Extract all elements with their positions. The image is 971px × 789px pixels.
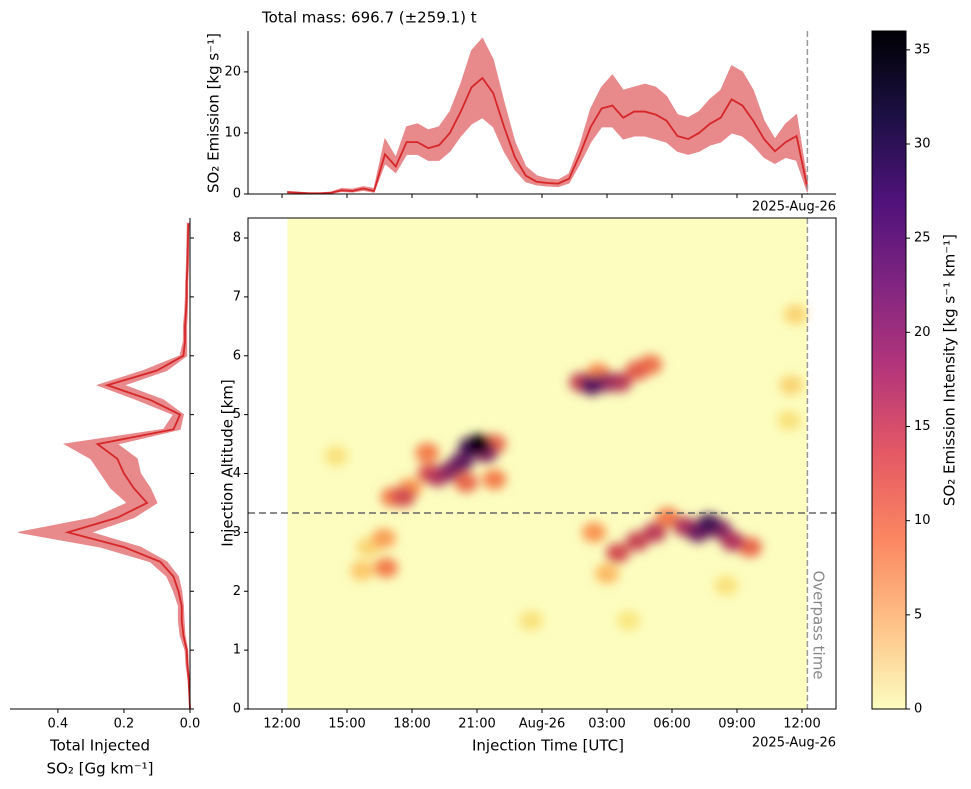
heatmap-cell xyxy=(374,557,398,578)
y-tick-label: 0 xyxy=(233,702,241,717)
colorbar-frame xyxy=(871,30,907,710)
x-tick-label: 18:00 xyxy=(393,717,430,732)
y-tick-label: 1 xyxy=(233,643,241,658)
heatmap-cell xyxy=(625,531,650,552)
heatmap-cell xyxy=(616,610,641,631)
heatmap-cell xyxy=(714,575,739,596)
heatmap-cell xyxy=(642,522,667,543)
colorbar xyxy=(872,31,906,709)
x-tick-label: Aug-26 xyxy=(519,717,566,732)
colorbar-tick-label: 0 xyxy=(914,702,922,717)
colorbar-tick-label: 30 xyxy=(914,137,931,152)
heatmap-cell xyxy=(579,375,604,396)
colorbar-tick-label: 25 xyxy=(914,231,931,246)
heatmap-cell xyxy=(371,528,396,549)
heatmap-cell xyxy=(605,542,630,563)
top-spine xyxy=(247,31,836,195)
x-tick-label: 09:00 xyxy=(718,717,755,732)
y-tick-label: 7 xyxy=(233,289,241,304)
date-label: 2025-Aug-26 xyxy=(752,736,836,751)
y-tick-label: 4 xyxy=(233,466,241,481)
x-tick-label: 03:00 xyxy=(588,717,625,732)
colorbar-tick-label: 35 xyxy=(914,42,931,57)
profile-x-tick-label: 0.4 xyxy=(48,717,69,732)
top-y-tick-label: 0 xyxy=(233,187,241,202)
top-y-tick-label: 20 xyxy=(224,64,241,79)
profile-line xyxy=(64,223,191,710)
top-y-label: SO₂ Emission [kg s⁻¹] xyxy=(205,33,223,193)
heatmap-background xyxy=(287,218,808,709)
top-y-tick-label: 10 xyxy=(224,125,241,140)
profile-x-label: SO₂ [Gg km⁻¹] xyxy=(47,760,154,778)
y-tick-label: 3 xyxy=(233,525,241,540)
x-tick-label: 15:00 xyxy=(328,717,365,732)
heatmap-cell xyxy=(482,469,507,490)
heatmap-cell xyxy=(582,522,606,543)
heatmap-cell xyxy=(519,610,544,631)
x-label: Injection Time [UTC] xyxy=(472,737,624,755)
colorbar-tick-label: 5 xyxy=(914,607,922,622)
x-tick-label: 21:00 xyxy=(458,717,495,732)
overpass-label: Overpass time xyxy=(810,570,828,679)
x-tick-label: 12:00 xyxy=(783,717,820,732)
heatmap-cell xyxy=(454,472,479,493)
profile-band xyxy=(18,222,191,710)
heatmap-cell xyxy=(324,445,349,466)
y-tick-label: 8 xyxy=(233,231,241,246)
top-date-label: 2025-Aug-26 xyxy=(752,200,836,215)
profile-x-tick-label: 0.2 xyxy=(114,717,135,732)
y-tick-label: 6 xyxy=(233,348,241,363)
profile-x-tick-label: 0.0 xyxy=(180,717,201,732)
heatmap-cell xyxy=(696,513,721,534)
y-tick-label: 5 xyxy=(233,407,241,422)
colorbar-tick-label: 20 xyxy=(914,325,931,340)
colorbar-label: SO₂ Emission Intensity [kg s⁻¹ km⁻¹] xyxy=(941,234,959,506)
heatmap-cell xyxy=(625,360,650,381)
emission-band xyxy=(286,37,808,195)
heatmap-cell xyxy=(391,487,416,508)
heatmap-cell xyxy=(779,375,804,396)
profile-x-label: Total Injected xyxy=(49,737,150,755)
y-tick-label: 2 xyxy=(233,584,241,599)
colorbar-tick-label: 10 xyxy=(914,513,931,528)
emission-line xyxy=(287,76,809,195)
heatmap-cell xyxy=(415,442,440,463)
x-tick-label: 06:00 xyxy=(653,717,690,732)
heatmap-cell xyxy=(350,560,375,581)
heatmap-cell xyxy=(777,410,801,431)
colorbar-tick-label: 15 xyxy=(914,419,931,434)
heatmap-cell xyxy=(595,563,619,584)
heatmap-cell xyxy=(783,304,808,325)
top-title: Total mass: 696.7 (±259.1) t xyxy=(261,9,477,27)
x-tick-label: 12:00 xyxy=(263,717,300,732)
heatmap-cells xyxy=(324,304,808,631)
heatmap-cell xyxy=(467,434,492,455)
y-label: Injection Altitude [km] xyxy=(219,379,237,546)
